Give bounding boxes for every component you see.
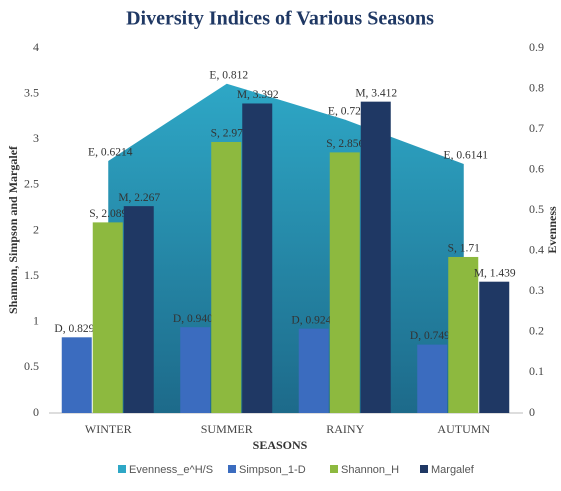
legend-label: Margalef (431, 464, 475, 476)
y2-tick-label: 0.2 (529, 324, 544, 338)
y-axis-title: Shannon, Simpson and Margalef (6, 145, 20, 314)
y2-tick-label: 0.3 (529, 283, 544, 297)
y2-tick-label: 0.7 (529, 121, 544, 135)
data-label: M, 3.412 (355, 87, 397, 99)
x-tick-label: AUTUMN (437, 422, 490, 436)
bar (92, 222, 123, 413)
bar (329, 152, 360, 413)
y2-tick-label: 0 (529, 405, 535, 419)
y-tick-label: 1.5 (24, 268, 39, 282)
y2-tick-label: 0.4 (529, 243, 544, 257)
legend-swatch (330, 465, 338, 473)
y-tick-label: 3.5 (24, 85, 39, 99)
data-label: M, 3.392 (237, 89, 279, 101)
legend-label: Simpson_1-D (239, 464, 306, 476)
y-tick-label: 2.5 (24, 177, 39, 191)
data-label: S, 1.71 (448, 243, 481, 255)
x-tick-label: SUMMER (201, 422, 253, 436)
x-tick-label: RAINY (326, 422, 364, 436)
bar (180, 327, 211, 413)
y2-tick-label: 0.1 (529, 364, 544, 378)
data-label: S, 2.856 (326, 138, 364, 150)
legend-label: Shannon_H (341, 464, 399, 476)
x-axis-title: SEASONS (253, 438, 308, 452)
bar (417, 344, 448, 413)
y-tick-label: 0.5 (24, 359, 39, 373)
area (108, 83, 464, 413)
y-tick-label: 3 (33, 131, 39, 145)
bar (211, 141, 242, 414)
legend-label: Evenness_e^H/S (129, 464, 213, 476)
y2-tick-label: 0.6 (529, 161, 544, 175)
x-tick-label: WINTER (85, 422, 132, 436)
data-label: S, 2.089 (89, 208, 127, 220)
bar (123, 206, 154, 413)
chart-title: Diversity Indices of Various Seasons (126, 8, 434, 30)
bar (448, 256, 479, 413)
y-tick-label: 1 (33, 314, 39, 328)
data-label: D, 0.8295 (54, 323, 100, 335)
data-label: D, 0.9405 (173, 313, 219, 325)
data-label: E, 0.6141 (444, 150, 489, 162)
y2-tick-label: 0.5 (529, 202, 544, 216)
data-label: E, 0.6214 (88, 147, 133, 159)
data-label: S, 2.97 (211, 128, 244, 140)
data-label: M, 1.439 (474, 267, 516, 279)
data-label: D, 0.7495 (410, 330, 456, 342)
y-tick-label: 0 (33, 405, 39, 419)
data-label: E, 0.812 (209, 69, 248, 81)
bar (298, 328, 329, 413)
legend-swatch (420, 465, 428, 473)
y-tick-label: 4 (33, 40, 39, 54)
y-tick-label: 2 (33, 222, 39, 236)
y2-tick-label: 0.8 (529, 80, 544, 94)
y2-axis-title: Evenness (545, 206, 559, 254)
legend-swatch (228, 465, 236, 473)
bar (479, 281, 510, 413)
data-label: D, 0.9246 (291, 314, 337, 326)
data-label: E, 0.723 (328, 105, 367, 117)
bar (61, 337, 92, 413)
data-label: M, 2.267 (118, 192, 160, 204)
y2-tick-label: 0.9 (529, 40, 544, 54)
bar (360, 101, 391, 413)
legend-swatch (118, 465, 126, 473)
bar (242, 103, 273, 413)
